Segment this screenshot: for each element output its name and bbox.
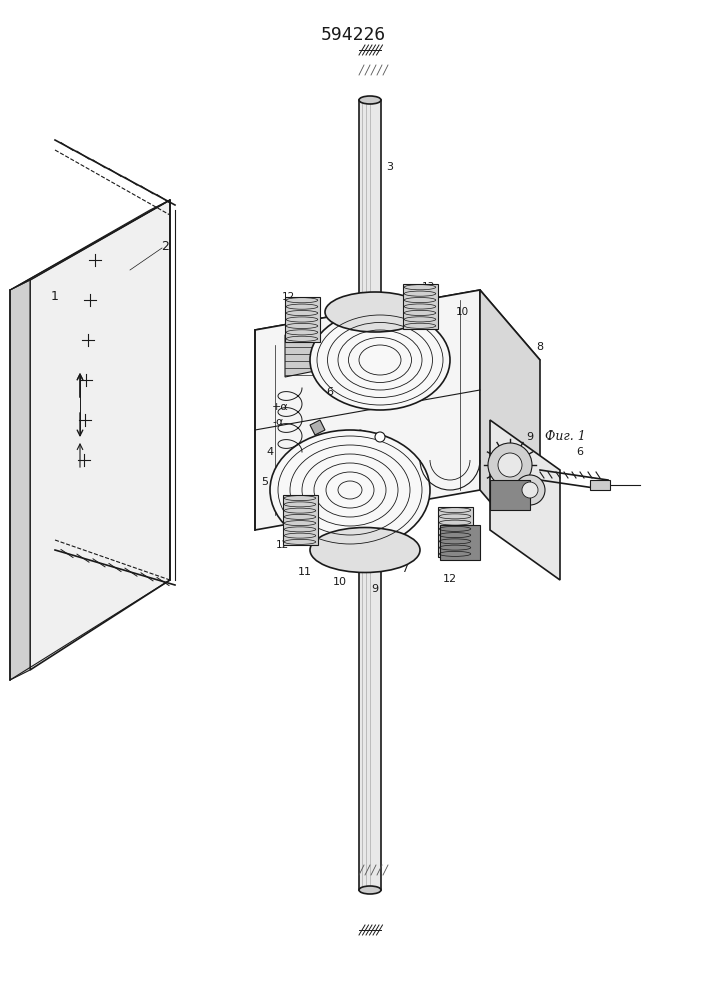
Ellipse shape (325, 292, 425, 332)
Text: Фиг. 1: Фиг. 1 (544, 430, 585, 443)
Polygon shape (255, 290, 480, 530)
Text: 594226: 594226 (320, 26, 385, 44)
Ellipse shape (359, 886, 381, 894)
Text: 10: 10 (333, 577, 347, 587)
Polygon shape (10, 280, 30, 680)
Bar (438, 507, 473, 557)
Circle shape (522, 482, 538, 498)
Polygon shape (310, 420, 325, 435)
Ellipse shape (310, 528, 420, 572)
Text: 12: 12 (457, 549, 469, 559)
Text: 4: 4 (267, 447, 274, 457)
Bar (285, 297, 320, 342)
Bar (283, 495, 318, 545)
Text: 12: 12 (281, 292, 295, 302)
Text: 1: 1 (51, 290, 59, 303)
Text: 13: 13 (421, 282, 435, 292)
Text: 7: 7 (402, 564, 409, 574)
Text: 2: 2 (161, 240, 169, 253)
Ellipse shape (270, 430, 430, 550)
Text: 3: 3 (387, 162, 394, 172)
Polygon shape (480, 290, 540, 560)
Text: 12: 12 (275, 540, 288, 550)
Bar (440, 525, 480, 560)
Text: 6: 6 (327, 387, 334, 397)
Polygon shape (285, 328, 320, 377)
Text: 10: 10 (455, 307, 469, 317)
Bar (403, 284, 438, 329)
Text: 12: 12 (443, 574, 457, 584)
Polygon shape (10, 200, 170, 290)
Text: 9: 9 (371, 584, 378, 594)
Polygon shape (359, 100, 381, 890)
Text: 5: 5 (262, 477, 269, 487)
Polygon shape (255, 290, 540, 400)
Bar (590, 480, 610, 490)
Polygon shape (390, 310, 425, 360)
Bar (490, 480, 530, 510)
Ellipse shape (310, 310, 450, 410)
Text: -α: -α (272, 417, 284, 427)
Text: +α: +α (271, 402, 288, 412)
Polygon shape (490, 420, 560, 580)
Text: 6: 6 (576, 447, 583, 457)
Polygon shape (30, 200, 170, 670)
Circle shape (488, 443, 532, 487)
Circle shape (375, 432, 385, 442)
Text: 9: 9 (527, 432, 534, 442)
Text: 11: 11 (298, 567, 312, 577)
Circle shape (515, 475, 545, 505)
Text: 8: 8 (537, 342, 544, 352)
Circle shape (498, 453, 522, 477)
Ellipse shape (359, 96, 381, 104)
